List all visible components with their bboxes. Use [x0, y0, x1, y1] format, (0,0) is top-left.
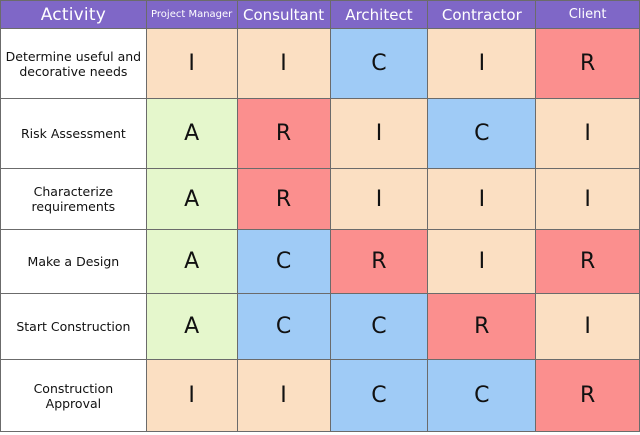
raci-cell: R — [535, 229, 640, 294]
raci-cell: I — [427, 168, 537, 230]
role-header-project-manager: Project Manager — [145, 0, 238, 29]
matrix-row: Characterize requirements A R I I I — [0, 168, 640, 230]
raci-cell: R — [535, 359, 640, 432]
matrix-body: Determine useful and decorative needs I I C… — [0, 28, 640, 432]
matrix-row: Risk Assessment A R I C I — [0, 98, 640, 169]
matrix-row: Start Construction A C C R I — [0, 293, 640, 360]
activity-label: Characterize requirements — [0, 168, 147, 230]
raci-cell: I — [535, 293, 640, 360]
role-header-consultant: Consultant — [236, 0, 331, 29]
raci-cell: I — [145, 359, 238, 432]
raci-cell: A — [145, 293, 238, 360]
raci-cell: R — [535, 28, 640, 99]
raci-cell: R — [427, 293, 537, 360]
raci-cell: C — [427, 359, 537, 432]
raci-cell: C — [329, 293, 429, 360]
raci-cell: I — [236, 28, 331, 99]
raci-cell: I — [427, 28, 537, 99]
matrix-row: Make a Design A C R I R — [0, 229, 640, 294]
role-header-architect: Architect — [329, 0, 429, 29]
activity-label: Start Construction — [0, 293, 147, 360]
matrix-row: Construction Approval I I C C R — [0, 359, 640, 432]
matrix-row: Determine useful and decorative needs I I C… — [0, 28, 640, 99]
raci-cell: C — [236, 229, 331, 294]
raci-cell: A — [145, 229, 238, 294]
raci-cell: R — [329, 229, 429, 294]
raci-cell: R — [236, 98, 331, 169]
activity-label: Make a Design — [0, 229, 147, 294]
raci-cell: I — [236, 359, 331, 432]
activity-label: Determine useful and decorative needs — [0, 28, 147, 99]
activity-header: Activity — [0, 0, 147, 29]
raci-cell: A — [145, 98, 238, 169]
raci-cell: I — [329, 98, 429, 169]
raci-cell: I — [329, 168, 429, 230]
raci-cell: I — [145, 28, 238, 99]
raci-cell: A — [145, 168, 238, 230]
raci-cell: C — [427, 98, 537, 169]
raci-cell: C — [329, 28, 429, 99]
raci-cell: R — [236, 168, 331, 230]
role-header-contractor: Contractor — [427, 0, 537, 29]
raci-cell: I — [535, 168, 640, 230]
raci-cell: C — [329, 359, 429, 432]
activity-label: Risk Assessment — [0, 98, 147, 169]
raci-cell: I — [427, 229, 537, 294]
raci-cell: I — [535, 98, 640, 169]
activity-label: Construction Approval — [0, 359, 147, 432]
role-header-client: Client — [535, 0, 640, 29]
header-row: Activity Project Manager Consultant Arch… — [0, 0, 640, 29]
raci-cell: C — [236, 293, 331, 360]
